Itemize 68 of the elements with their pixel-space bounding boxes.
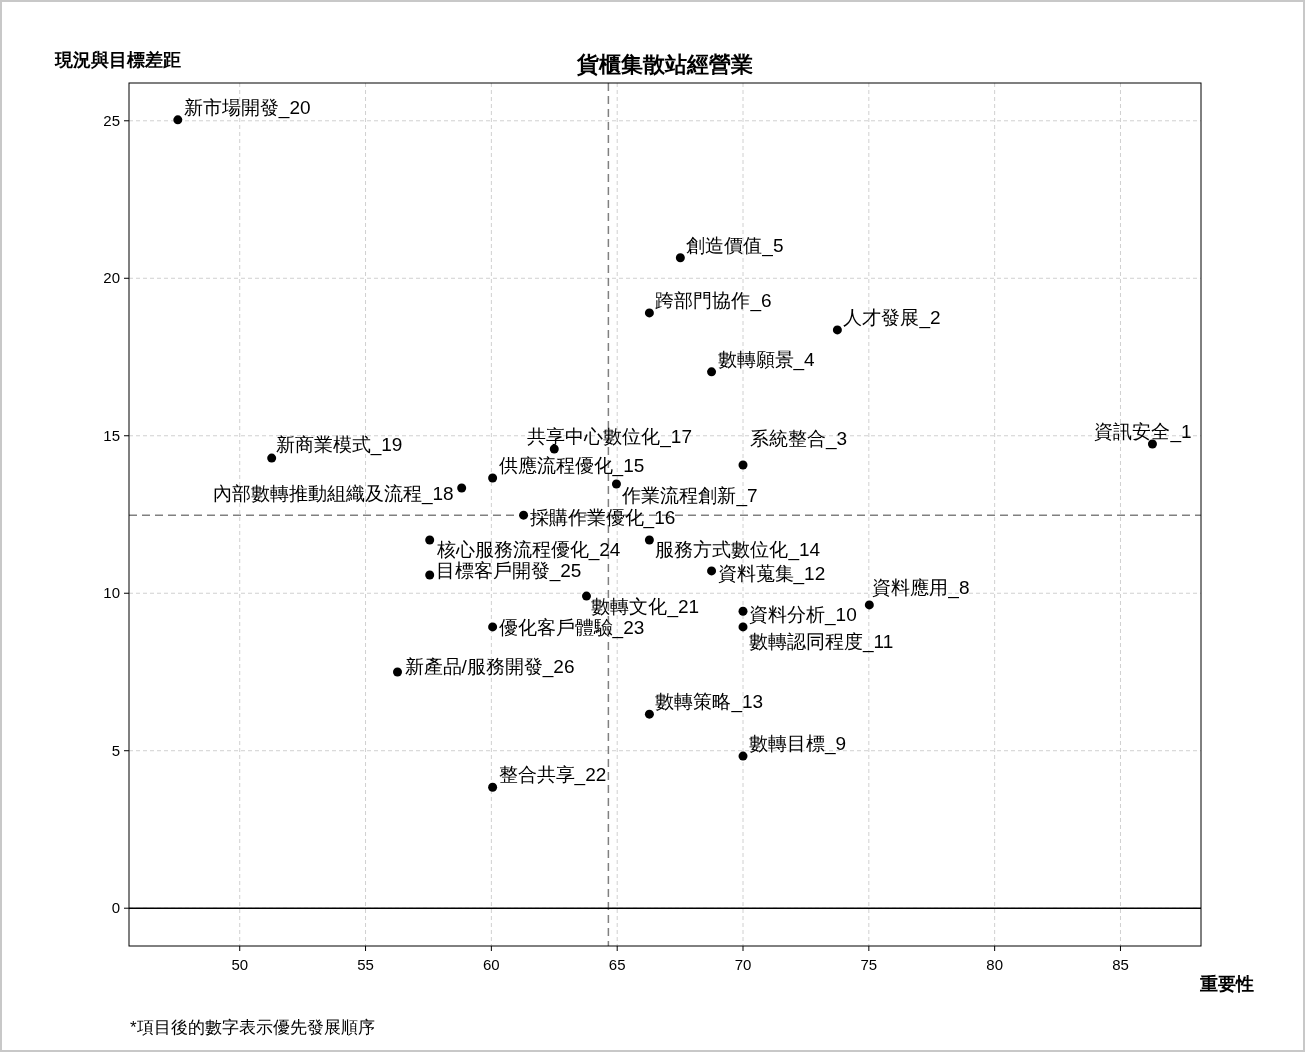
point: [738, 751, 748, 761]
x-tick-label: 75: [860, 956, 878, 973]
point: [738, 460, 748, 470]
annotation: 內部數轉推動組織及流程_18: [212, 483, 454, 506]
annotation: 資料蒐集_12: [717, 562, 826, 585]
y-tick-label: 5: [111, 741, 120, 759]
point: [644, 709, 654, 719]
point: [488, 473, 498, 483]
point: [644, 308, 654, 318]
annotation: 新市場開發_20: [183, 96, 311, 119]
y-axis-title: 現況與目標差距: [54, 50, 181, 70]
point: [581, 591, 591, 601]
point: [644, 535, 654, 545]
annotation: 新商業模式_19: [275, 434, 403, 457]
point: [675, 253, 685, 263]
point: [707, 367, 717, 377]
x-tick-label: 80: [986, 956, 1003, 973]
point: [393, 667, 402, 677]
annotation: 共享中心數位化_17: [527, 425, 692, 448]
annotation: 創造價值_5: [686, 234, 784, 257]
point: [425, 570, 435, 580]
x-axis-title: 重要性: [1199, 974, 1254, 994]
point: [738, 606, 748, 616]
annotation: 數轉認同程度_11: [749, 630, 894, 653]
annotation: 供應流程優化_15: [498, 454, 645, 477]
point: [832, 325, 842, 335]
annotation: 數轉願景_4: [717, 348, 816, 371]
annotation: 資料應用_8: [872, 576, 970, 599]
y-tick-label: 25: [103, 111, 120, 129]
point: [173, 115, 183, 125]
annotation: 作業流程創新_7: [621, 484, 758, 507]
point: [707, 566, 717, 576]
annotation: 目標客戶開發_25: [435, 559, 582, 582]
point: [425, 535, 435, 545]
annotation: 系統整合_3: [750, 428, 848, 451]
point: [519, 510, 529, 520]
x-tick-label: 70: [734, 956, 752, 973]
annotation: 採購作業優化_16: [529, 507, 676, 530]
annotation: 服務方式數位化_14: [655, 539, 821, 562]
annotation: 資訊安全_1: [1094, 420, 1192, 443]
annotation: 數轉文化_21: [591, 596, 700, 619]
x-tick-label: 85: [1112, 956, 1129, 973]
annotation: 資料分析_10: [749, 604, 857, 627]
point: [864, 600, 874, 610]
text: *項目後的數字表示優先發展順序: [130, 1018, 375, 1037]
y-tick-label: 0: [111, 899, 120, 917]
annotation: 數轉策略_13: [655, 691, 764, 714]
point: [267, 453, 277, 463]
x-tick-label: 60: [483, 956, 500, 973]
point: [611, 479, 621, 489]
annotation: 新產品/服務開發_26: [404, 655, 575, 678]
x-tick-label: 55: [357, 956, 374, 973]
y-tick-label: 20: [103, 269, 120, 287]
annotation: 人才發展_2: [843, 306, 941, 329]
point: [457, 483, 467, 493]
x-tick-label: 65: [608, 956, 626, 973]
y-tick-label: 15: [103, 426, 120, 444]
annotation: 優化客戶體驗_23: [498, 616, 645, 639]
x-tick-label: 50: [231, 956, 249, 973]
y-tick-label: 10: [103, 584, 120, 602]
point: [488, 782, 498, 792]
annotation: 數轉目標_9: [749, 733, 847, 756]
point: [738, 622, 748, 632]
point: [488, 622, 498, 632]
annotation: 整合共享_22: [498, 764, 607, 787]
annotation: 核心服務流程優化_24: [435, 539, 621, 562]
annotation: 跨部門協作_6: [655, 289, 772, 312]
chart-title: 貨櫃集散站經營業: [576, 52, 753, 77]
